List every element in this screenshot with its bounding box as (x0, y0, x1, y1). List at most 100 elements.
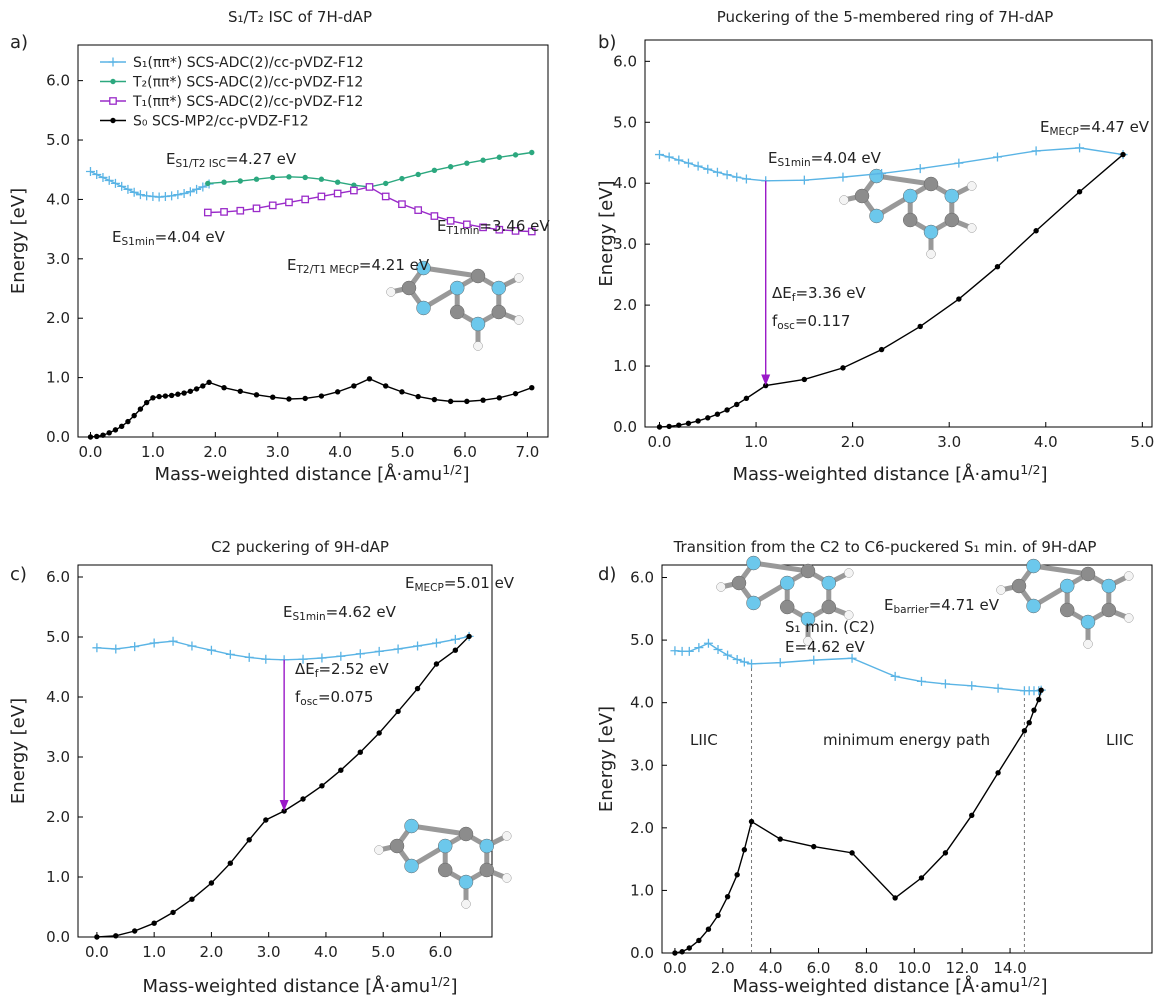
y-tick-label: 3.0 (46, 250, 70, 268)
y-tick-label: 0.0 (46, 428, 70, 446)
data-point (319, 393, 324, 398)
plot-frame (645, 40, 1152, 427)
atom (514, 274, 523, 283)
data-point (742, 847, 747, 852)
text-part: E (283, 603, 292, 621)
atom (747, 596, 761, 610)
annotation: ES1min=4.04 eV (112, 228, 226, 248)
figure: a)S₁/T₂ ISC of 7H-dAP0.01.02.03.04.05.06… (0, 0, 1158, 1004)
legend-label: S₀ SCS-MP2/cc-pVDZ-F12 (133, 114, 309, 130)
data-point (916, 164, 925, 173)
annotation: minimum energy path (823, 731, 990, 749)
subscript: barrier (893, 604, 929, 616)
y-axis-label: Energy [eV] (596, 180, 617, 286)
data-point (395, 709, 400, 714)
series-line (675, 690, 1041, 953)
data-point (270, 395, 275, 400)
atom (480, 863, 494, 877)
data-point (703, 165, 712, 174)
data-point (253, 205, 259, 211)
annotation: Ebarrier=4.71 eV (884, 596, 1000, 616)
data-point (399, 176, 404, 181)
data-point (394, 645, 403, 654)
text-part: =3.36 eV (795, 284, 866, 302)
bond (412, 826, 466, 834)
data-point (1036, 697, 1041, 702)
data-point (674, 156, 683, 165)
data-point (221, 385, 226, 390)
series-line (90, 172, 209, 198)
annotation: LIIC (690, 731, 718, 749)
atom (1081, 615, 1095, 629)
subscript: S1min (292, 611, 325, 623)
data-point (189, 897, 194, 902)
data-point (919, 875, 924, 880)
data-point (226, 650, 235, 659)
atom (492, 305, 506, 319)
data-point (1075, 143, 1084, 152)
atom (480, 839, 494, 853)
y-tick-label: 1.0 (46, 369, 70, 387)
data-point (335, 389, 340, 394)
data-point (811, 844, 816, 849)
data-point (679, 949, 684, 954)
atom (927, 250, 936, 259)
atom (1084, 640, 1093, 649)
y-tick-label: 2.0 (613, 296, 637, 314)
atom (924, 225, 938, 239)
data-point (338, 768, 343, 773)
data-point (480, 158, 485, 163)
data-point (695, 418, 700, 423)
data-point (513, 152, 518, 157)
y-tick-label: 2.0 (46, 309, 70, 327)
data-point (228, 861, 233, 866)
x-tick-label: 0.0 (663, 959, 687, 977)
x-tick-label: 1.0 (142, 943, 166, 961)
data-point (941, 679, 950, 688)
x-tick-label: 12.0 (945, 959, 978, 977)
x-tick-label: 6.0 (453, 443, 477, 461)
bond (877, 176, 931, 184)
data-point (125, 419, 130, 424)
data-point (206, 380, 211, 385)
data-point (413, 642, 422, 651)
text-part: S₁ min. (C2) (785, 618, 875, 636)
text-part: =5.01 eV (444, 574, 515, 592)
y-tick-label: 5.0 (46, 131, 70, 149)
series-line (90, 379, 531, 437)
data-point (684, 159, 693, 168)
superscript: 1/2 (430, 974, 450, 989)
data-point (111, 645, 120, 654)
y-axis-label: Energy [eV] (8, 188, 29, 294)
data-point (747, 659, 756, 668)
atom (967, 182, 976, 191)
data-point (448, 164, 453, 169)
series-line (97, 636, 469, 937)
series-line (97, 636, 469, 659)
x-tick-label: 1.0 (744, 433, 768, 451)
data-point (1120, 152, 1125, 157)
series (88, 376, 535, 440)
data-point (94, 434, 99, 439)
series (86, 167, 214, 202)
text-part: ΔE (295, 660, 315, 678)
atom (474, 342, 483, 351)
data-point (169, 637, 178, 646)
data-point (351, 187, 357, 193)
data-point (238, 178, 243, 183)
x-tick-label: 4.0 (759, 959, 783, 977)
data-point (187, 642, 196, 651)
annotation: ΔEf=3.36 eV (772, 284, 866, 304)
data-point (434, 661, 439, 666)
data-point (319, 783, 324, 788)
data-point (94, 934, 99, 939)
data-point (686, 421, 691, 426)
atom (471, 269, 485, 283)
data-point (170, 910, 175, 915)
data-point (1033, 228, 1038, 233)
data-point (175, 392, 180, 397)
legend-label: T₂(ππ*) SCS-ADC(2)/cc-pVDZ-F12 (132, 75, 363, 91)
atom (375, 846, 384, 855)
data-point (131, 413, 136, 418)
